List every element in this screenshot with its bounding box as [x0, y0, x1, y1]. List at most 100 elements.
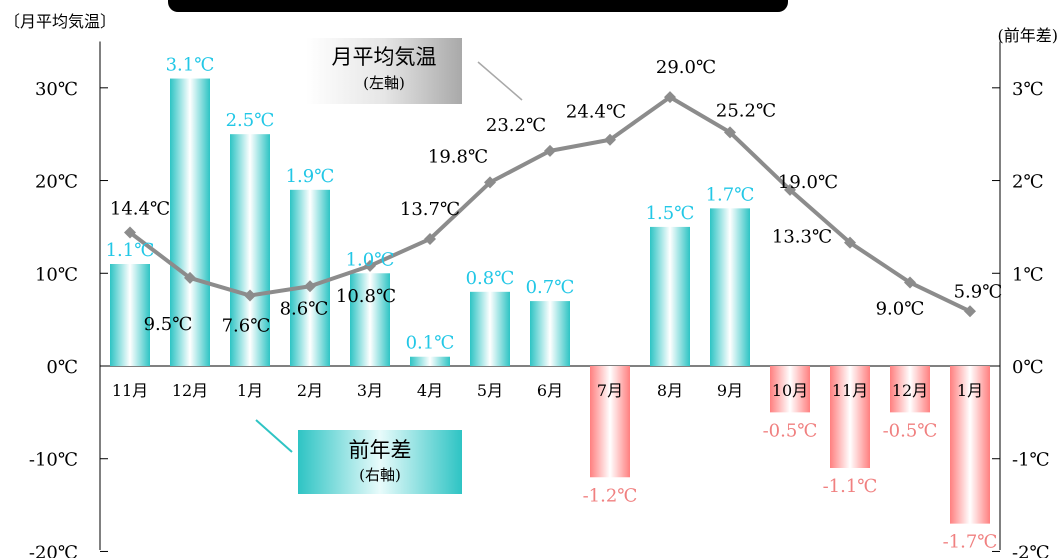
- bar: [650, 226, 690, 366]
- line-point: [484, 176, 496, 189]
- line-point: [904, 276, 916, 289]
- line-data-label: 7.6℃: [222, 316, 271, 337]
- bar-data-label: -1.2℃: [583, 485, 638, 506]
- category-label: 7月: [597, 381, 623, 400]
- legend-line-title: 月平均気温: [332, 45, 437, 69]
- category-label: 12月: [892, 381, 928, 400]
- bar: [830, 366, 870, 468]
- category-label: 9月: [717, 381, 743, 400]
- line-data-label: 25.2℃: [716, 100, 776, 121]
- bar-data-label: 0.1℃: [406, 333, 455, 354]
- bar-data-label: 1.5℃: [646, 203, 695, 224]
- left-tick-label: 10℃: [35, 264, 78, 285]
- left-tick-label: -20℃: [29, 542, 78, 558]
- bar-data-label: 1.1℃: [106, 240, 155, 261]
- left-tick-label: 30℃: [35, 79, 78, 100]
- bar: [110, 264, 150, 366]
- category-label: 11月: [832, 381, 868, 400]
- category-label: 10月: [772, 381, 808, 400]
- line-point: [424, 232, 436, 245]
- line-point: [784, 183, 796, 196]
- bar: [290, 189, 330, 366]
- right-tick-label: 2℃: [1012, 172, 1044, 193]
- bar-data-label: 0.8℃: [466, 268, 515, 289]
- category-label: 6月: [537, 381, 563, 400]
- line-data-label: 29.0℃: [656, 57, 716, 78]
- right-tick-label: 3℃: [1012, 79, 1044, 100]
- bar: [410, 356, 450, 366]
- legend-line-leader: [477, 61, 523, 101]
- line-data-label: 8.6℃: [280, 298, 329, 319]
- bar: [470, 291, 510, 366]
- bar-data-label: -1.1℃: [823, 476, 878, 497]
- line-point: [244, 289, 256, 302]
- line-data-label: 24.4℃: [566, 102, 626, 123]
- category-label: 1月: [957, 381, 983, 400]
- category-label: 8月: [657, 381, 683, 400]
- legend-line: 月平均気温 (左軸): [306, 38, 523, 104]
- top-bar: [168, 0, 788, 12]
- category-label: 2月: [297, 381, 323, 400]
- line-point: [544, 144, 556, 157]
- line-point: [124, 226, 136, 239]
- line-labels: 14.4℃ 9.5℃ 7.6℃ 8.6℃ 10.8℃ 13.7℃ 19.8℃ 23.2℃ 24.…: [110, 57, 1002, 336]
- right-tick-label: 0℃: [1012, 357, 1044, 378]
- left-tick-label: 0℃: [46, 357, 78, 378]
- line-data-label: 14.4℃: [110, 198, 170, 219]
- line-point: [844, 236, 856, 249]
- bar: [530, 301, 570, 366]
- bar: [590, 366, 630, 478]
- left-tick-label: 20℃: [35, 172, 78, 193]
- bar-data-label: 1.7℃: [706, 184, 755, 205]
- category-label: 5月: [477, 381, 503, 400]
- line-data-label: 9.0℃: [876, 299, 925, 320]
- bar: [230, 134, 270, 366]
- legend-bar: 前年差 (右軸): [255, 419, 462, 494]
- legend-line-subtitle: (左軸): [363, 74, 405, 92]
- bar: [350, 273, 390, 366]
- bar-data-label: 0.7℃: [526, 277, 575, 298]
- right-tick-label: -1℃: [1012, 450, 1050, 471]
- bar-data-label: 2.5℃: [226, 110, 275, 131]
- legend-bar-title: 前年差: [349, 438, 412, 462]
- bar-labels: 1.1℃ 3.1℃ 2.5℃ 1.9℃ 1.0℃ 0.1℃ 0.8℃ 0.7℃ -1.2℃ 1.5…: [106, 55, 998, 553]
- category-label: 1月: [237, 381, 263, 400]
- bar-data-label: -0.5℃: [883, 420, 938, 441]
- bar: [170, 78, 210, 366]
- bar-data-label: 1.0℃: [346, 249, 395, 270]
- right-axis-title: (前年差): [998, 26, 1059, 45]
- legend-line-box: [306, 38, 462, 104]
- category-label: 3月: [357, 381, 383, 400]
- bar-data-label: 1.9℃: [286, 166, 335, 187]
- line-point: [184, 271, 196, 284]
- line-data-label: 13.3℃: [772, 227, 832, 248]
- line-data-label: 19.8℃: [428, 146, 488, 167]
- left-tick-label: -10℃: [29, 450, 78, 471]
- legend-bar-subtitle: (右軸): [359, 466, 401, 484]
- category-label: 4月: [417, 381, 443, 400]
- line-data-label: 10.8℃: [336, 286, 396, 307]
- bar-data-label: -1.7℃: [943, 532, 998, 553]
- bar: [710, 208, 750, 366]
- line-data-label: 23.2℃: [486, 115, 546, 136]
- line-point: [304, 280, 316, 293]
- bar: [950, 366, 990, 524]
- right-tick-label: 1℃: [1012, 264, 1044, 285]
- category-label: 11月: [112, 381, 148, 400]
- line-data-label: 13.7℃: [400, 199, 460, 220]
- legend-bar-leader: [255, 419, 293, 453]
- bar: [890, 366, 930, 413]
- legend-bar-box: [298, 430, 462, 494]
- bar: [770, 366, 810, 413]
- line-point: [364, 259, 376, 272]
- line-point: [724, 126, 736, 139]
- line-data-label: 19.0℃: [778, 172, 838, 193]
- line-data-label: 9.5℃: [144, 314, 193, 335]
- line-point: [964, 305, 976, 318]
- right-tick-label: -2℃: [1012, 542, 1050, 558]
- left-axis-title: 〔月平均気温〕: [4, 12, 116, 31]
- line-point: [604, 133, 616, 146]
- line-point: [664, 91, 676, 104]
- bar-data-label: 3.1℃: [166, 55, 215, 76]
